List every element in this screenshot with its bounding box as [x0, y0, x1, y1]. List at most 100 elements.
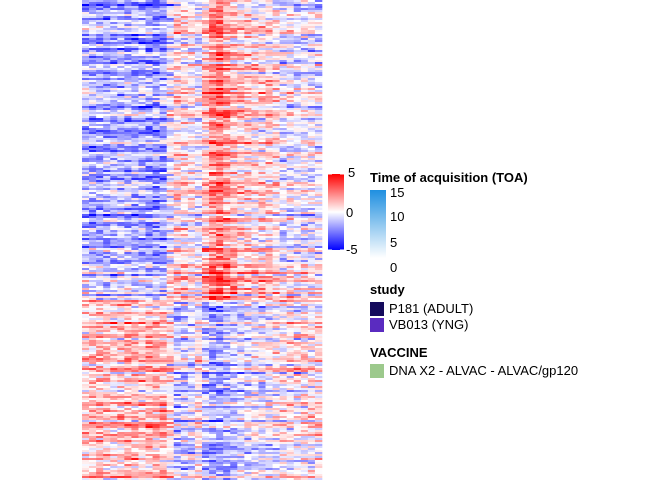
- heatmap-cell: [145, 286, 153, 289]
- heatmap-cell: [202, 140, 210, 143]
- heatmap-cell: [244, 104, 252, 107]
- heatmap-cell: [209, 112, 217, 115]
- heatmap-cell: [110, 158, 118, 161]
- heatmap-cell: [124, 46, 132, 49]
- heatmap-cell: [216, 270, 224, 273]
- heatmap-cell: [124, 184, 132, 187]
- heatmap-cell: [300, 138, 309, 141]
- heatmap-cell: [110, 8, 118, 11]
- heatmap-cell: [159, 62, 168, 65]
- heatmap-cell: [237, 234, 245, 237]
- heatmap-cell: [286, 18, 295, 21]
- heatmap-cell: [89, 252, 97, 255]
- heatmap-cell: [180, 36, 189, 39]
- heatmap-cell: [166, 268, 175, 271]
- heatmap-cell: [138, 162, 146, 165]
- heatmap-cell: [180, 62, 189, 65]
- heatmap-cell: [223, 172, 231, 175]
- heatmap-cell: [187, 26, 196, 29]
- heatmap-cell: [244, 274, 252, 277]
- heatmap-cell: [265, 34, 273, 37]
- heatmap-cell: [230, 92, 238, 95]
- heatmap-cell: [300, 262, 309, 265]
- heatmap-cell: [279, 246, 288, 249]
- heatmap-cell: [82, 158, 90, 161]
- heatmap-cell: [314, 98, 323, 101]
- heatmap-cell: [286, 200, 295, 203]
- heatmap-cell: [166, 148, 175, 151]
- heatmap-cell: [159, 272, 168, 275]
- heatmap-cell: [180, 150, 189, 153]
- heatmap-cell: [159, 18, 168, 21]
- heatmap-cell: [251, 258, 259, 261]
- heatmap-cell: [300, 98, 309, 101]
- heatmap-cell: [145, 40, 153, 43]
- heatmap-cell: [265, 188, 273, 191]
- heatmap-cell: [230, 44, 238, 47]
- heatmap-cell: [173, 180, 182, 183]
- heatmap-cell: [244, 142, 252, 145]
- heatmap-cell: [96, 110, 104, 113]
- heatmap-cell: [293, 32, 302, 35]
- heatmap-cell: [300, 214, 309, 217]
- heatmap-cell: [202, 136, 210, 139]
- heatmap-cell: [251, 154, 259, 157]
- heatmap-cell: [82, 208, 90, 211]
- heatmap-cell: [173, 166, 182, 169]
- heatmap-cell: [145, 164, 153, 167]
- heatmap-cell: [307, 68, 316, 71]
- heatmap-cell: [286, 216, 295, 219]
- heatmap-cell: [272, 174, 280, 177]
- heatmap-cell: [293, 258, 302, 261]
- heatmap-cell: [103, 144, 111, 147]
- heatmap-cell: [117, 266, 125, 269]
- heatmap-cell: [258, 188, 266, 191]
- heatmap-cell: [145, 126, 153, 129]
- heatmap-cell: [96, 222, 104, 225]
- heatmap-cell: [194, 118, 203, 121]
- heatmap-cell: [194, 270, 203, 273]
- heatmap-cell: [138, 84, 146, 87]
- heatmap-cell: [110, 216, 118, 219]
- heatmap-cell: [209, 30, 217, 33]
- heatmap-cell: [145, 210, 153, 213]
- heatmap-cell: [230, 170, 238, 173]
- heatmap-cell: [314, 90, 323, 93]
- heatmap-cell: [244, 168, 252, 171]
- heatmap-cell: [173, 84, 182, 87]
- heatmap-cell: [117, 56, 125, 59]
- heatmap-cell: [272, 292, 280, 295]
- heatmap-cell: [131, 72, 139, 75]
- heatmap-cell: [187, 14, 196, 17]
- heatmap-cell: [131, 8, 139, 11]
- heatmap-cell: [194, 242, 203, 245]
- heatmap-cell: [124, 24, 132, 27]
- heatmap-cell: [103, 196, 111, 199]
- heatmap-cell: [251, 218, 259, 221]
- heatmap-cell: [216, 88, 224, 91]
- heatmap-cell: [194, 152, 203, 155]
- heatmap-cell: [173, 102, 182, 105]
- heatmap-cell: [265, 288, 273, 291]
- heatmap-cell: [216, 112, 224, 115]
- heatmap-cell: [159, 292, 168, 295]
- heatmap-cell: [251, 136, 259, 139]
- heatmap-cell: [202, 50, 210, 53]
- heatmap-cell: [89, 264, 97, 267]
- heatmap-cell: [89, 150, 97, 153]
- heatmap-cell: [145, 150, 153, 153]
- heatmap-cell: [194, 156, 203, 159]
- heatmap-cell: [223, 88, 231, 91]
- heatmap-cell: [251, 140, 259, 143]
- heatmap-cell: [145, 38, 153, 41]
- heatmap-cell: [216, 146, 224, 149]
- heatmap-cell: [124, 290, 132, 293]
- heatmap-cell: [216, 92, 224, 95]
- heatmap-cell: [293, 176, 302, 179]
- heatmap-cell: [152, 154, 160, 157]
- heatmap-cell: [251, 178, 259, 181]
- heatmap-cell: [293, 154, 302, 157]
- heatmap-cell: [216, 76, 224, 79]
- heatmap-cell: [293, 252, 302, 255]
- heatmap-cell: [194, 206, 203, 209]
